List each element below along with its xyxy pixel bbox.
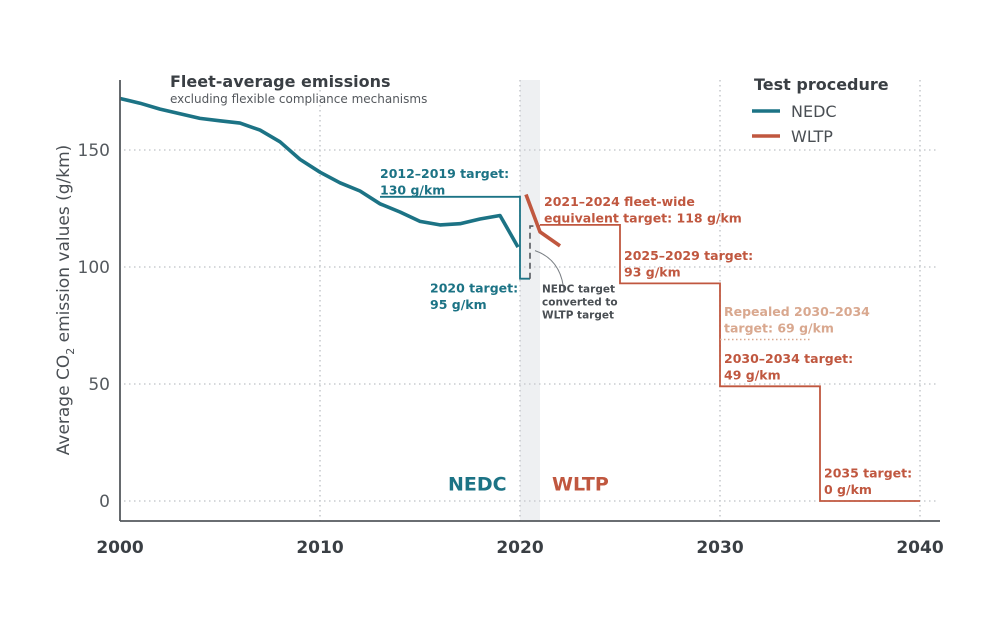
target-layer <box>380 195 920 502</box>
target-label-line: equivalent target: 118 g/km <box>544 211 742 226</box>
x-tick-label-2020: 2020 <box>496 538 543 558</box>
target-label-line: 95 g/km <box>430 297 487 312</box>
target-label-3: 2021–2024 fleet-wide equivalent target: 1… <box>544 194 742 226</box>
regime-label-wltp: WLTP <box>552 473 609 495</box>
legend-entry-nedc: NEDC <box>752 102 837 121</box>
x-tick-label-2010: 2010 <box>296 538 343 558</box>
series-line-nedc <box>119 96 520 248</box>
legend-label-nedc: NEDC <box>791 102 837 121</box>
legend-label-wltp: WLTP <box>791 127 833 146</box>
converted-target-dashed-line <box>529 225 540 279</box>
annotation-layer: 2012–2019 target: 130 g/km 2020 target: 95 … <box>380 166 912 497</box>
chart-title: Fleet-average emissions <box>170 72 391 91</box>
target-label-line: 2021–2024 fleet-wide <box>544 194 695 209</box>
target-label-line: converted to <box>542 297 618 309</box>
chart-subtitle: excluding flexible compliance mechanisms <box>170 92 427 106</box>
target-label-line: NEDC target <box>542 284 615 296</box>
conversion-pointer-arrow <box>534 250 565 293</box>
y-axis-title: Average CO2 emission values (g/km) <box>54 145 77 456</box>
target-label-1: 2020 target: 95 g/km <box>430 281 518 313</box>
target-label-line: 2035 target: <box>824 466 912 481</box>
y-axis-title-subscript: 2 <box>64 348 77 355</box>
legend-title: Test procedure <box>754 75 889 94</box>
target-label-line: 2012–2019 target: <box>380 166 509 181</box>
y-axis-title-main: Average CO <box>54 355 74 455</box>
y-tick-label-150: 150 <box>78 141 110 161</box>
target-label-7: 2035 target: 0 g/km <box>824 466 912 498</box>
target-step-line-wltp <box>540 223 920 502</box>
series-line-wltp <box>524 193 562 248</box>
y-tick-label-100: 100 <box>78 258 110 278</box>
tick-labels-layer: 0 50 100 150 2000 2010 2020 2030 2040 <box>78 141 944 558</box>
transition-band <box>520 80 540 521</box>
target-label-line: 2030–2034 target: <box>724 351 853 366</box>
y-axis-title-rest: emission values (g/km) <box>54 145 74 348</box>
transition-band-layer <box>520 80 540 521</box>
target-label-5: Repealed 2030–2034 target: 69 g/km <box>724 304 870 336</box>
target-label-line: 130 g/km <box>380 183 445 198</box>
target-label-0: 2012–2019 target: 130 g/km <box>380 166 509 198</box>
axis-layer <box>119 80 940 522</box>
target-label-line: WLTP target <box>542 310 614 322</box>
target-label-line: 0 g/km <box>824 482 872 497</box>
target-label-4: 2025–2029 target: 93 g/km <box>624 248 753 280</box>
x-tick-label-2040: 2040 <box>896 538 943 558</box>
regime-label-nedc: NEDC <box>448 473 507 495</box>
target-label-line: Repealed 2030–2034 <box>724 304 870 319</box>
target-label-line: 93 g/km <box>624 264 681 279</box>
y-tick-label-0: 0 <box>99 492 110 512</box>
target-label-2: NEDC target converted to WLTP target <box>542 284 618 322</box>
x-tick-label-2000: 2000 <box>96 538 143 558</box>
y-tick-label-50: 50 <box>88 375 110 395</box>
target-step-line-nedc <box>380 195 530 280</box>
legend: Test procedure NEDC WLTP <box>752 75 889 146</box>
x-tick-label-2030: 2030 <box>696 538 743 558</box>
target-label-6: 2030–2034 target: 49 g/km <box>724 351 853 383</box>
target-label-line: 2025–2029 target: <box>624 248 753 263</box>
legend-entry-wltp: WLTP <box>752 127 833 146</box>
target-label-line: 2020 target: <box>430 281 518 296</box>
target-label-line: 49 g/km <box>724 367 781 382</box>
target-label-line: target: 69 g/km <box>724 321 834 336</box>
series-layer <box>119 96 562 248</box>
